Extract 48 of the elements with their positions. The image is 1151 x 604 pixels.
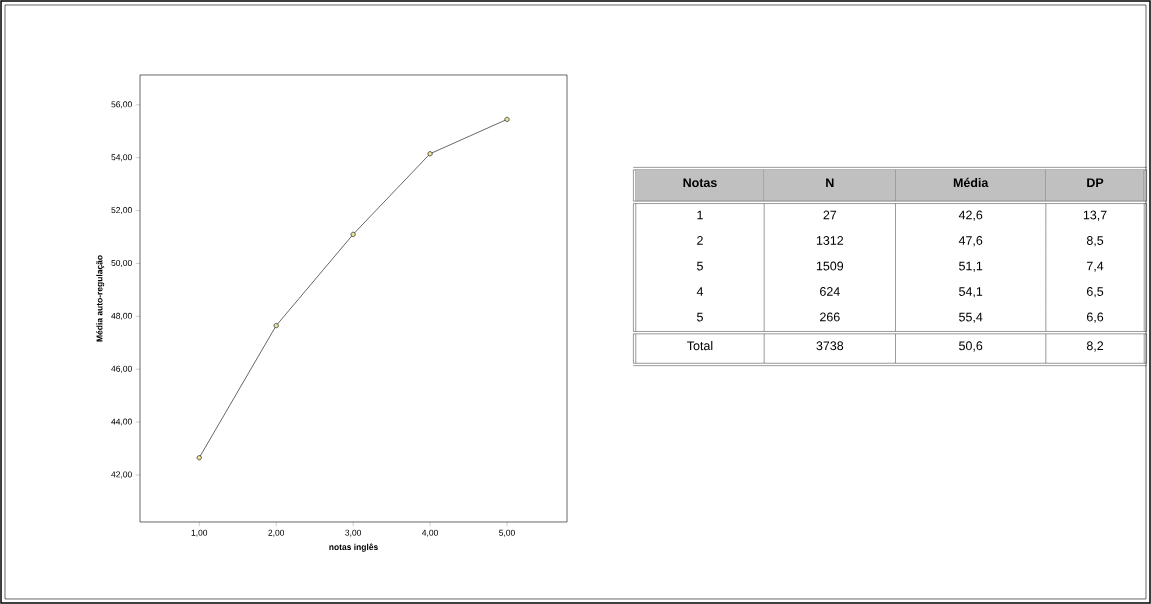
text: 4 bbox=[696, 287, 704, 296]
text: 13,7 bbox=[1083, 210, 1107, 221]
text: Notas bbox=[683, 178, 717, 188]
text: 55,4 bbox=[959, 312, 983, 323]
y-tick-label: 48,00 bbox=[111, 312, 132, 320]
point bbox=[273, 323, 279, 329]
x-tick-label: 1,00 bbox=[191, 529, 208, 537]
text: Total bbox=[687, 341, 713, 351]
text: 2 bbox=[697, 236, 703, 245]
text: Média bbox=[953, 177, 989, 188]
text: 1312 bbox=[816, 236, 844, 245]
text: N bbox=[826, 178, 834, 187]
point bbox=[196, 455, 202, 461]
text: 6,6 bbox=[1087, 312, 1104, 323]
x-tick-label: 4,00 bbox=[422, 529, 438, 537]
text: 54,1 bbox=[959, 287, 983, 298]
text: 47,6 bbox=[958, 236, 983, 247]
x-tick-label: 5,00 bbox=[499, 529, 515, 537]
y-tick-label: 42,00 bbox=[111, 471, 132, 479]
point bbox=[350, 231, 356, 237]
text: 51,1 bbox=[959, 261, 983, 272]
text: 6,5 bbox=[1087, 287, 1104, 298]
point bbox=[504, 116, 510, 122]
x-axis-title: notas inglês bbox=[329, 543, 378, 552]
x-tick-label: 3,00 bbox=[345, 529, 362, 537]
text: 266 bbox=[820, 312, 840, 322]
x-tick-label: 2,00 bbox=[268, 529, 285, 537]
text: DP bbox=[1087, 178, 1104, 187]
y-tick-label: 50,00 bbox=[111, 259, 132, 267]
y-tick-label: 46,00 bbox=[111, 365, 132, 373]
y-tick-label: 54,00 bbox=[111, 154, 132, 162]
text: 624 bbox=[820, 287, 840, 296]
y-tick-label: 52,00 bbox=[111, 207, 132, 215]
text: 50,6 bbox=[959, 341, 983, 352]
text: 5 bbox=[697, 312, 703, 322]
text: 42,6 bbox=[958, 210, 983, 221]
text: 1509 bbox=[816, 261, 844, 271]
text: 8,2 bbox=[1086, 341, 1104, 352]
y-tick-label: 56,00 bbox=[111, 101, 132, 109]
text: 1 bbox=[697, 210, 703, 220]
text: 3738 bbox=[816, 341, 844, 351]
y-tick-label: 44,00 bbox=[111, 418, 132, 426]
text: 8,5 bbox=[1086, 236, 1104, 247]
text: 5 bbox=[697, 261, 703, 271]
text: 7,4 bbox=[1087, 261, 1104, 272]
point bbox=[427, 151, 433, 157]
y-axis-title: Média auto-regulação bbox=[96, 255, 105, 342]
text: 27 bbox=[823, 210, 837, 220]
